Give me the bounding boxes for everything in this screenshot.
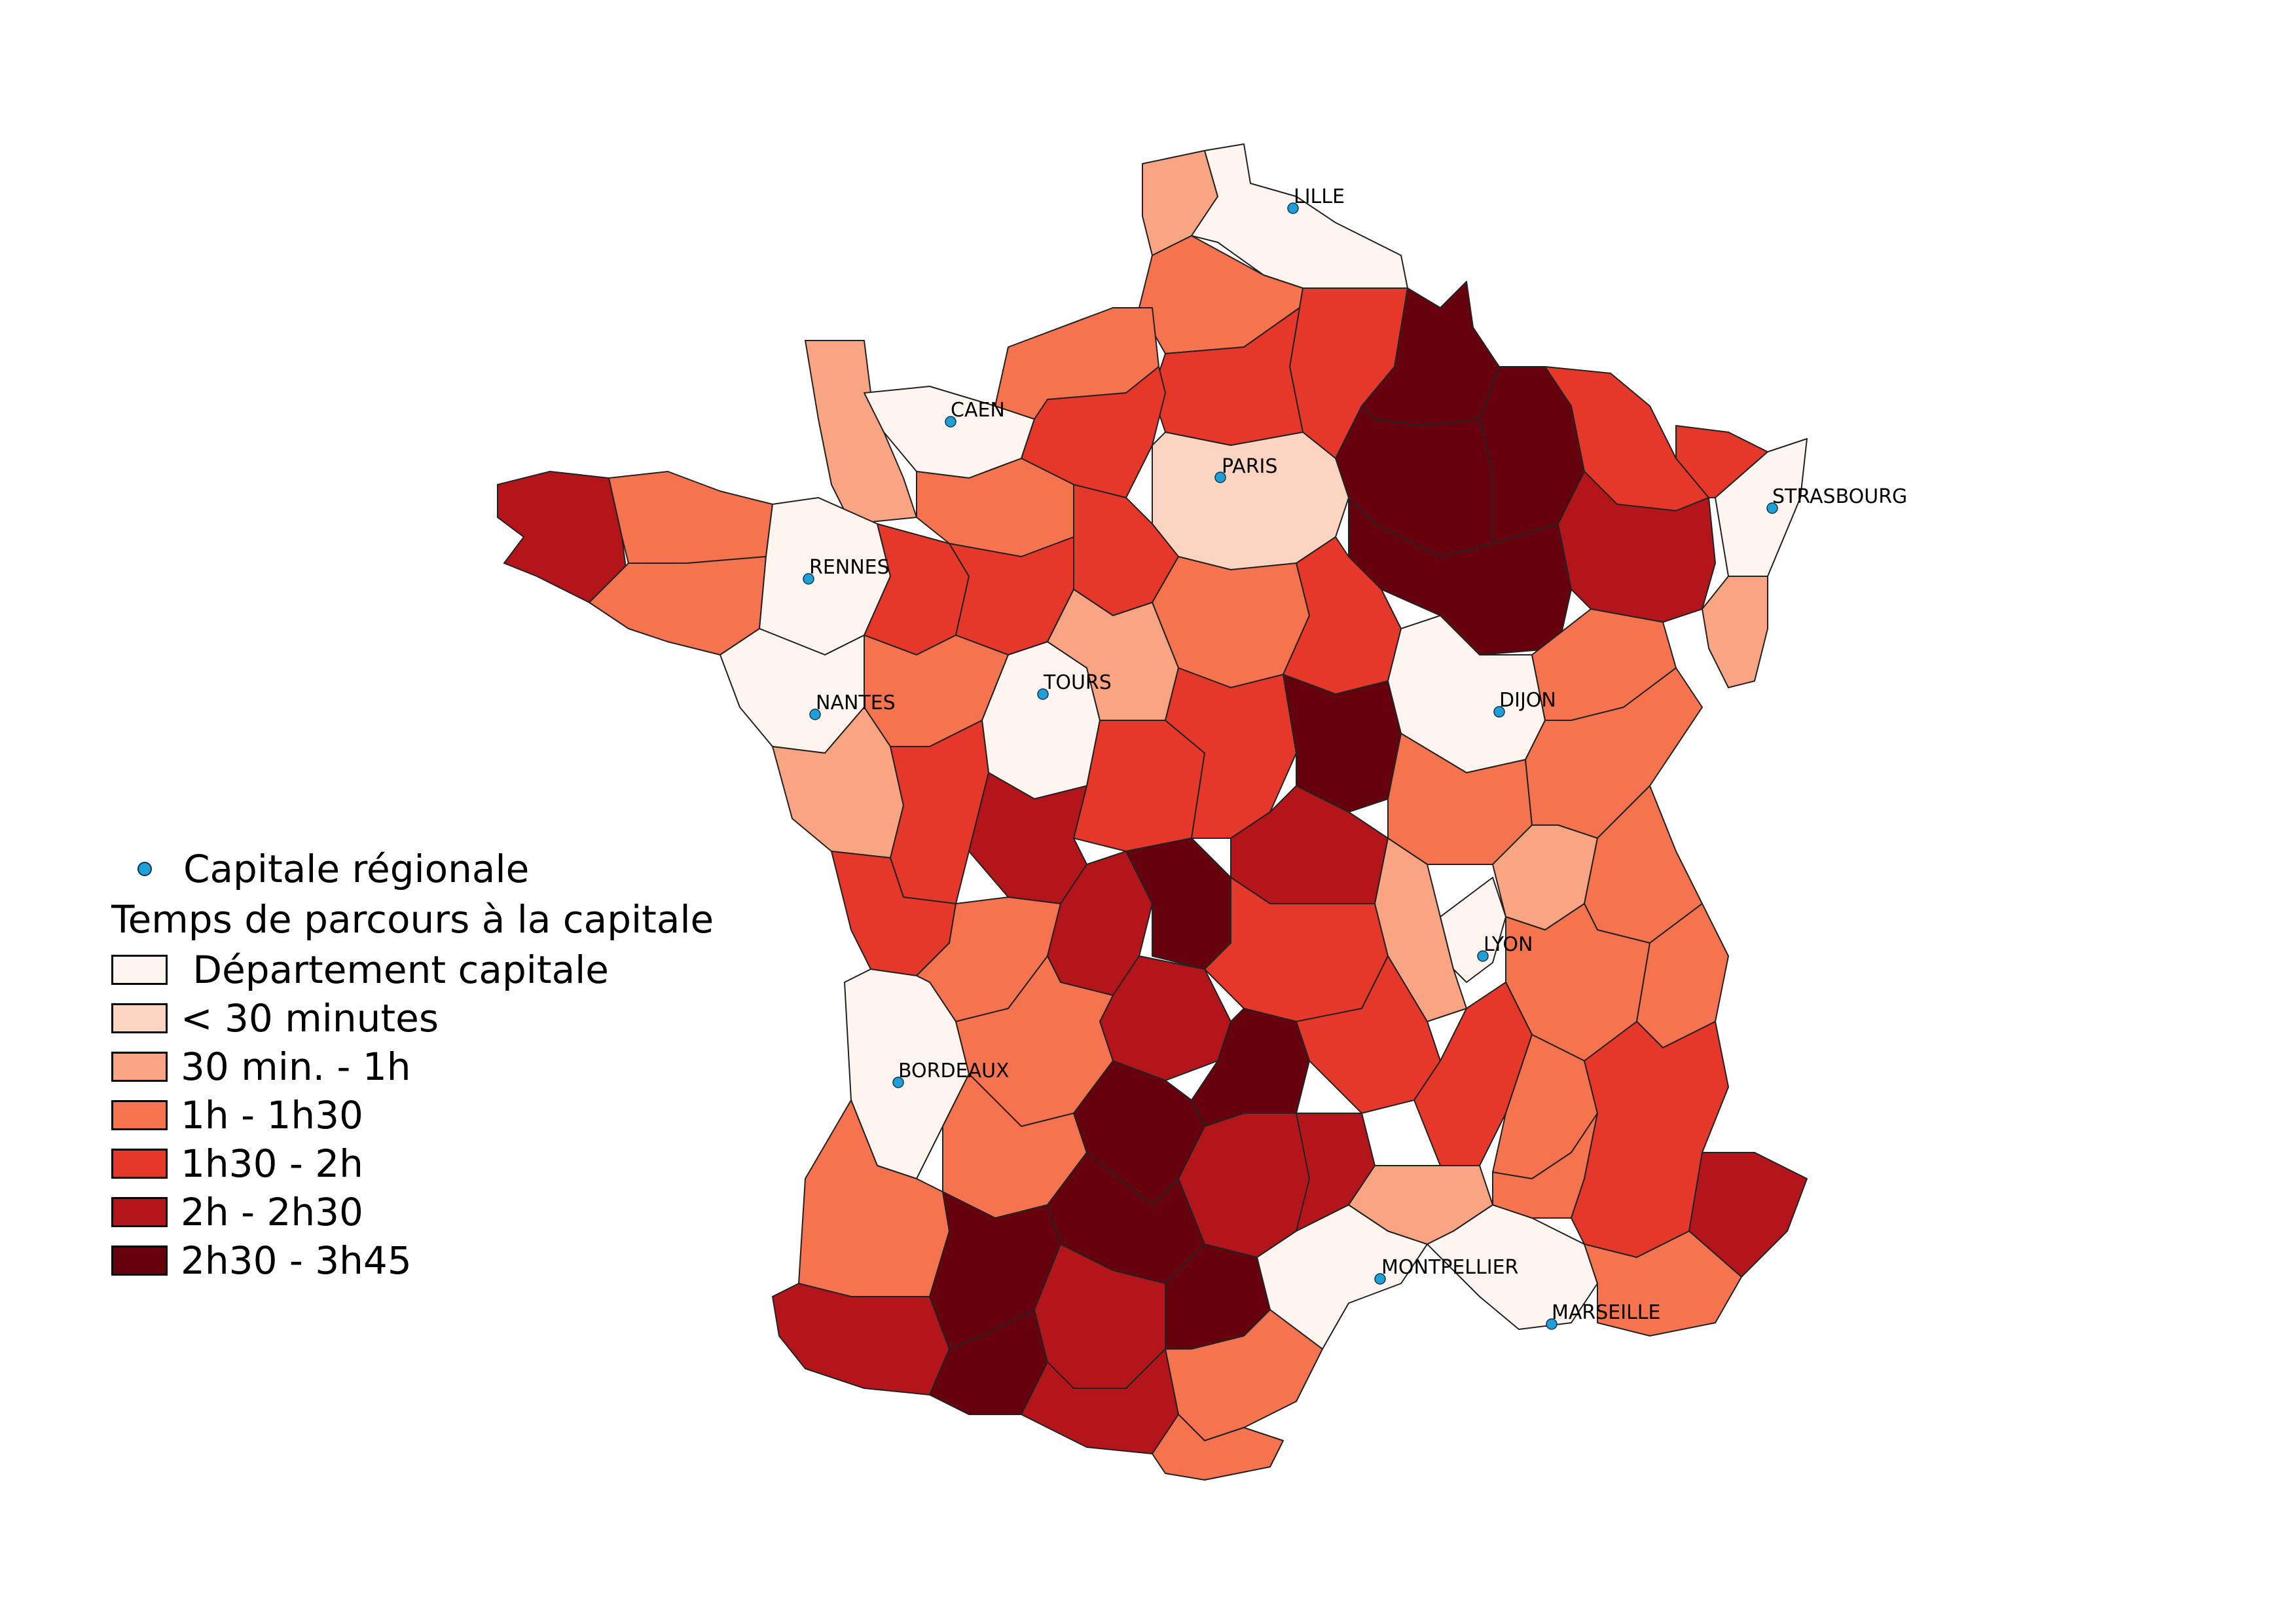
department — [890, 720, 989, 904]
legend-title: Temps de parcours à la capitale — [111, 897, 714, 942]
city-dot — [945, 416, 957, 428]
city-dot — [809, 709, 821, 720]
department — [1165, 667, 1297, 839]
city-dot — [892, 1077, 904, 1088]
city-label: STRASBOURG — [1772, 485, 1907, 508]
legend-class-row: 2h - 2h30 — [111, 1188, 766, 1236]
city-dot — [1037, 688, 1049, 700]
city-label: RENNES — [809, 556, 890, 579]
department — [1702, 576, 1768, 688]
city-dot — [803, 573, 814, 585]
department — [1558, 471, 1716, 623]
legend-class-row: 1h - 1h30 — [111, 1091, 766, 1139]
city-marker: RENNES — [803, 556, 890, 585]
city-marker: LILLE — [1287, 185, 1345, 214]
legend-class-row: Département capitale — [111, 946, 766, 994]
legend-class-label: Département capitale — [181, 948, 609, 992]
legend-class-label: < 30 minutes — [181, 996, 439, 1041]
city-dot — [1477, 950, 1489, 962]
city-label: MONTPELLIER — [1381, 1256, 1518, 1279]
legend-swatch — [111, 1149, 168, 1179]
legend-capital-label: Capitale régionale — [183, 847, 530, 891]
city-label: MARSEILLE — [1552, 1301, 1660, 1324]
legend-class-label: 2h30 - 3h45 — [181, 1238, 412, 1283]
city-marker: STRASBOURG — [1766, 485, 1907, 514]
legend-swatch — [111, 955, 168, 985]
department — [1440, 877, 1506, 983]
department — [1256, 1204, 1428, 1350]
map-legend: Capitale régionale Temps de parcours à l… — [111, 845, 766, 1285]
city-label: LILLE — [1294, 185, 1345, 208]
city-dot — [1374, 1273, 1386, 1285]
city-marker: PARIS — [1214, 455, 1277, 483]
city-label: TOURS — [1043, 671, 1112, 694]
department — [772, 1283, 950, 1395]
legend-swatch — [111, 1003, 168, 1033]
department — [805, 340, 917, 525]
legend-swatch — [111, 1246, 168, 1276]
legend-class-row: 1h30 - 2h — [111, 1139, 766, 1188]
capital-dot-icon — [137, 862, 152, 876]
legend-swatch — [111, 1052, 168, 1082]
legend-class-row: < 30 minutes — [111, 994, 766, 1043]
city-label: PARIS — [1222, 455, 1277, 478]
city-label: BORDEAUX — [898, 1060, 1010, 1082]
city-dot — [1546, 1318, 1558, 1330]
capitals-layer: LILLE CAEN PARIS STRASBOURG RENNES NANTE… — [803, 185, 1907, 1330]
legend-title-row: Temps de parcours à la capitale — [111, 893, 766, 946]
city-label: CAEN — [951, 399, 1005, 422]
city-dot — [1766, 502, 1778, 514]
legend-class-row: 2h30 - 3h45 — [111, 1236, 766, 1285]
city-dot — [1287, 202, 1299, 214]
legend-swatch — [111, 1197, 168, 1227]
departments-layer — [497, 143, 1808, 1481]
legend-class-label: 30 min. - 1h — [181, 1044, 411, 1089]
legend-class-label: 1h - 1h30 — [181, 1093, 363, 1137]
legend-class-label: 2h - 2h30 — [181, 1190, 363, 1234]
city-marker: BORDEAUX — [892, 1060, 1010, 1088]
legend-capital-row: Capitale régionale — [111, 845, 766, 893]
city-marker: TOURS — [1037, 671, 1112, 700]
city-marker: NANTES — [809, 692, 896, 720]
department — [1584, 1230, 1742, 1337]
legend-class-row: 30 min. - 1h — [111, 1043, 766, 1091]
city-dot — [1493, 706, 1505, 718]
city-marker: LYON — [1477, 933, 1533, 962]
city-label: NANTES — [816, 692, 896, 714]
department — [1152, 1414, 1284, 1481]
city-marker: DIJON — [1493, 689, 1556, 718]
city-dot — [1214, 471, 1226, 483]
department — [608, 471, 773, 564]
legend-swatch — [111, 1100, 168, 1130]
city-marker: MARSEILLE — [1546, 1301, 1660, 1330]
city-marker: CAEN — [945, 399, 1005, 428]
city-label: DIJON — [1499, 689, 1556, 712]
city-label: LYON — [1484, 933, 1533, 956]
legend-class-label: 1h30 - 2h — [181, 1141, 363, 1186]
city-marker: MONTPELLIER — [1374, 1256, 1518, 1285]
